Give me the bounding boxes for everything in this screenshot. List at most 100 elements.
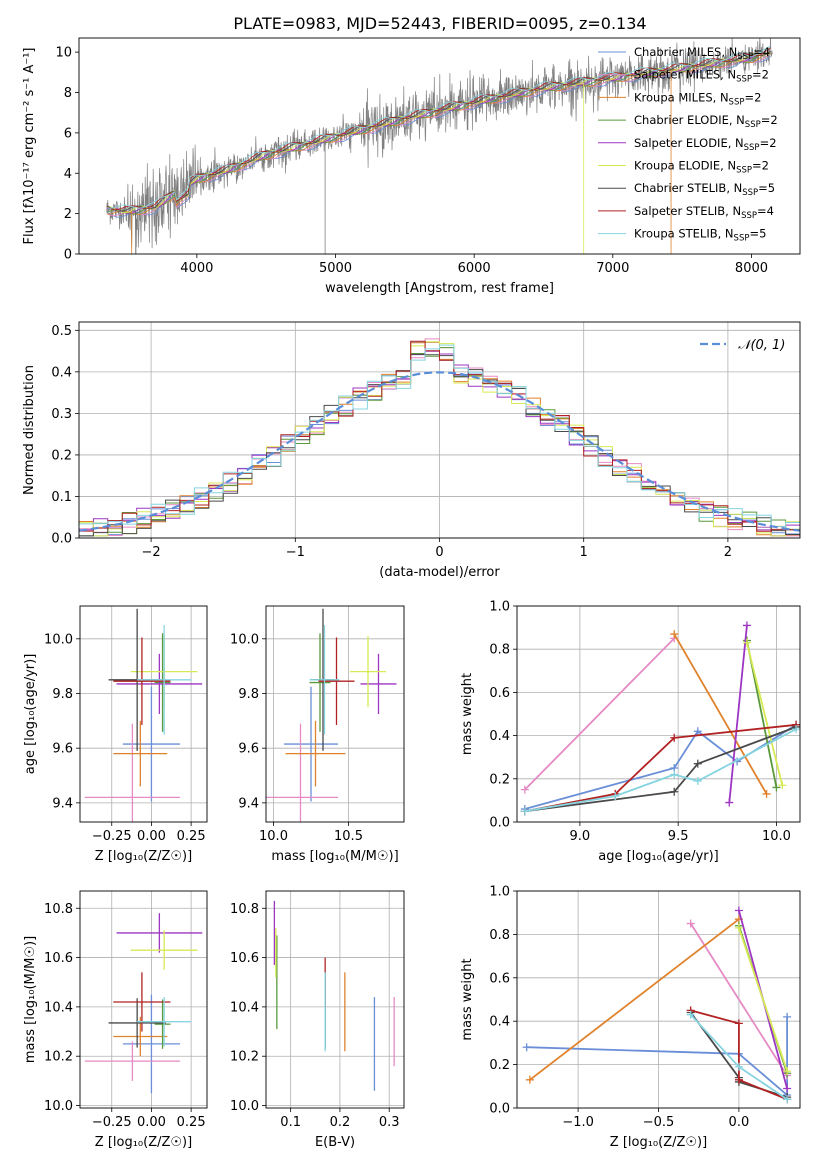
legend-label-suffix: =2 bbox=[744, 90, 761, 104]
legend-label: Chabrier MILES, NSSP=4 bbox=[634, 45, 770, 62]
legend-label: Chabrier STELIB, NSSP=5 bbox=[634, 181, 775, 198]
grid-age_mass bbox=[266, 606, 404, 822]
x-tick-label: 1 bbox=[580, 545, 588, 560]
errorbar-group bbox=[266, 608, 397, 822]
legend-label: Kroupa STELIB, NSSP=5 bbox=[634, 227, 766, 244]
weight-point-marker bbox=[670, 630, 679, 639]
y-tick-label: 10.6 bbox=[44, 951, 73, 966]
legend-subscript: SSP bbox=[729, 97, 745, 107]
axes-residuals: −2 −1 0 1 2 0.0 0.1 0.2 0.3 0.4 0.5 (data-model)/er… bbox=[22, 322, 800, 580]
weight-point-marker bbox=[611, 792, 620, 801]
legend-label-text: Kroupa STELIB, N bbox=[634, 227, 734, 241]
legend-subscript: SSP bbox=[742, 188, 758, 198]
weight-point-marker bbox=[525, 1075, 534, 1084]
x-tick-label: −0.25 bbox=[92, 1115, 132, 1130]
weight-series-line bbox=[738, 927, 788, 1072]
x-tick-label: 0.00 bbox=[137, 1115, 166, 1130]
x-axis-label: Z [log₁₀(Z/Z☉)] bbox=[95, 1135, 192, 1150]
x-tick-label: −2 bbox=[142, 545, 161, 560]
legend-subscript: SSP bbox=[736, 75, 752, 85]
axes-frame-age_mass bbox=[265, 605, 405, 823]
y-tick-label: 0.5 bbox=[51, 324, 72, 339]
legend-subscript: SSP bbox=[736, 166, 752, 176]
spectrum-model-line bbox=[106, 47, 771, 211]
y-tick-label: 9.6 bbox=[52, 742, 73, 757]
x-axis-label: wavelength [Angstrom, rest frame] bbox=[325, 281, 554, 296]
x-axis-label: mass [log₁₀(M/M☉)] bbox=[271, 849, 398, 864]
y-tick-label: 10.2 bbox=[230, 1050, 259, 1065]
y-tick-label: 0.6 bbox=[489, 971, 510, 986]
legend-subscript: SSP bbox=[745, 120, 761, 130]
x-tick-label: 10.0 bbox=[762, 829, 791, 844]
y-axis-label: age [log₁₀(age/yr)] bbox=[23, 654, 38, 775]
y-tick-label: 0.1 bbox=[51, 490, 72, 505]
x-tick-label: 10.0 bbox=[259, 829, 288, 844]
y-tick-label: 10.8 bbox=[230, 902, 259, 917]
legend-subscript: SSP bbox=[741, 211, 757, 221]
legend-label: Salpeter ELODIE, NSSP=2 bbox=[634, 136, 777, 153]
legend-label-text: Chabrier STELIB, N bbox=[634, 181, 742, 195]
axes-frame-mass_Z bbox=[79, 890, 208, 1109]
axes-frame-weight_age bbox=[516, 605, 801, 823]
y-tick-label: 10.0 bbox=[44, 1099, 73, 1114]
y-tick-label: 0 bbox=[64, 248, 72, 263]
axes-spectrum: 4000 5000 6000 7000 8000 0 2 4 6 8 10 wavelength [A… bbox=[22, 38, 778, 296]
y-tick-label: 0.2 bbox=[51, 448, 72, 463]
x-axis-label: E(B-V) bbox=[315, 1135, 355, 1150]
errorbar-point bbox=[84, 723, 181, 822]
y-tick-label: 0.8 bbox=[489, 643, 510, 658]
y-tick-label: 10.0 bbox=[44, 632, 73, 647]
y-tick-label: 0.4 bbox=[51, 365, 72, 380]
x-tick-label: 5000 bbox=[319, 261, 352, 276]
spectrum-model-line bbox=[106, 53, 771, 216]
weight-point-marker bbox=[670, 787, 679, 796]
x-tick-label: 0.2 bbox=[330, 1115, 351, 1130]
y-tick-label: 0.0 bbox=[51, 532, 72, 547]
weight-lines bbox=[522, 906, 792, 1104]
legend-label-suffix: =5 bbox=[749, 227, 766, 241]
x-tick-label: −0.25 bbox=[92, 829, 132, 844]
legend-label-text: Salpeter STELIB, N bbox=[634, 204, 741, 218]
y-tick-label: 0.0 bbox=[489, 816, 510, 831]
weight-point-marker bbox=[734, 1075, 743, 1084]
y-tick-label: 10.0 bbox=[230, 1099, 259, 1114]
x-tick-label: 10.5 bbox=[334, 829, 363, 844]
axes-age_Z: −0.25 0.00 0.25 9.4 9.6 9.8 10.0 Z [log₁₀(Z/Z☉)… bbox=[23, 606, 207, 864]
weight-point-marker bbox=[522, 1043, 531, 1052]
legend-label-suffix: =5 bbox=[758, 181, 775, 195]
weight-point-marker bbox=[520, 785, 529, 794]
y-tick-label: 1.0 bbox=[489, 600, 510, 615]
axes-age_mass: 10.0 10.5 9.4 9.6 9.8 10.0 mass [log₁₀(M/M☉)] bbox=[230, 606, 404, 864]
legend-label: Chabrier ELODIE, NSSP=2 bbox=[634, 113, 778, 130]
x-axis-label: (data-model)/error bbox=[379, 565, 500, 580]
y-tick-label: 0.4 bbox=[489, 729, 510, 744]
y-tick-label: 6 bbox=[64, 126, 72, 141]
legend-label: Salpeter MILES, NSSP=2 bbox=[634, 68, 769, 85]
y-tick-label: 0.0 bbox=[489, 1102, 510, 1117]
grid-mass_ebv bbox=[266, 891, 404, 1108]
legend-label-text: Salpeter MILES, N bbox=[634, 68, 736, 82]
grid-age_Z bbox=[80, 606, 207, 822]
histogram-group bbox=[79, 338, 800, 537]
weight-point-marker bbox=[670, 770, 679, 779]
x-tick-label: 0 bbox=[435, 545, 443, 560]
y-tick-label: 0.6 bbox=[489, 686, 510, 701]
legend-label-text: Chabrier ELODIE, N bbox=[634, 113, 745, 127]
legend-label: Kroupa ELODIE, NSSP=2 bbox=[634, 159, 769, 176]
y-tick-label: 8 bbox=[64, 86, 72, 101]
weight-point-marker bbox=[783, 1095, 792, 1104]
weight-series-line bbox=[673, 633, 768, 795]
errorbar-point bbox=[284, 686, 338, 802]
weight-series-line bbox=[728, 625, 748, 803]
x-tick-label: 0.00 bbox=[137, 829, 166, 844]
y-tick-label: 9.4 bbox=[238, 796, 259, 811]
weight-series-line bbox=[524, 723, 797, 813]
x-axis-label: Z [log₁₀(Z/Z☉)] bbox=[610, 1135, 707, 1150]
y-tick-label: 10.4 bbox=[230, 1000, 259, 1015]
weight-point-marker bbox=[686, 919, 695, 928]
x-tick-label: 9.0 bbox=[570, 829, 591, 844]
y-tick-label: 10.4 bbox=[44, 1000, 73, 1015]
axes-mass_Z: −0.25 0.00 0.25 10.0 10.2 10.4 10.6 10.8 Z [log₁… bbox=[23, 891, 207, 1150]
